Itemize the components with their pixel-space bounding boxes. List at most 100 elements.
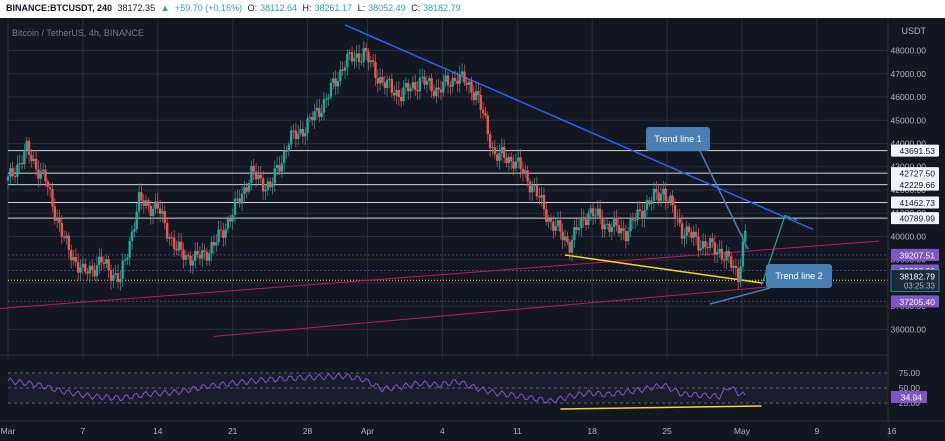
candle-body [100, 256, 103, 263]
candle-body [306, 118, 309, 133]
candle-body [9, 168, 12, 177]
candle-body [402, 87, 405, 102]
candle-body [289, 130, 293, 145]
callout-pointer-1 [699, 150, 749, 250]
annotations: Trend line 1 Trend line 2 [646, 127, 832, 305]
candle-body [84, 263, 87, 272]
trend-line-2 [0, 240, 879, 309]
price-tick-label: 47000.00 [891, 69, 927, 79]
candle-body [395, 90, 398, 96]
candle-body [187, 255, 190, 257]
candle-body [540, 194, 543, 198]
candle-body [37, 169, 40, 179]
candle-body [643, 210, 646, 220]
candle-body [240, 193, 244, 204]
candle-body [327, 97, 330, 99]
candle-body [264, 189, 267, 192]
countdown-label: 03:25:33 [904, 282, 936, 291]
candle-body [266, 181, 269, 190]
candle-body [524, 170, 527, 174]
candle-body [297, 133, 300, 140]
candle-body [280, 163, 284, 172]
candle-body [175, 249, 178, 251]
candle-body [549, 218, 553, 222]
candle-body [449, 85, 452, 87]
candle-body [605, 223, 609, 225]
candle-body [16, 164, 19, 177]
candle-body [430, 78, 433, 92]
currency-label: USDT [902, 26, 927, 36]
candle-body [144, 200, 148, 206]
candle-body [278, 165, 281, 172]
candle-body [617, 225, 621, 234]
chart-title: Bitcoin / TetherUS, 4h, BINANCE [12, 28, 144, 38]
candle-body [612, 217, 616, 228]
candle-body [500, 146, 504, 153]
candle-body [6, 176, 10, 181]
candle-body [404, 82, 408, 88]
last-price: 38172.35 [117, 3, 156, 13]
candle-body [58, 218, 61, 224]
candle-body [685, 226, 688, 236]
candle-body [428, 78, 431, 81]
candle-body [486, 115, 489, 135]
candle-body [484, 113, 487, 116]
time-tick-label: 28 [303, 426, 313, 436]
candle-body [535, 185, 539, 197]
candle-body [348, 52, 351, 54]
candle-body [362, 48, 365, 62]
candle-body [547, 218, 550, 222]
price-chart[interactable]: 36000.0037000.0038000.0039000.0040000.00… [0, 18, 945, 441]
candle-body [594, 215, 597, 217]
candle-body [65, 235, 68, 239]
price-level-tag [891, 295, 939, 308]
rsi-tick-label: 50.00 [899, 383, 921, 393]
candle-body [442, 81, 445, 93]
callout-text-2: Trend line 2 [775, 271, 822, 281]
callout-text-1: Trend line 1 [654, 134, 701, 144]
candle-body [645, 200, 649, 211]
current-price-tag [890, 269, 940, 293]
candle-body [699, 248, 702, 251]
candle-body [149, 205, 152, 217]
time-tick-label: Mar [1, 426, 16, 436]
candle-body [385, 79, 389, 88]
candle-body [55, 218, 59, 221]
time-tick-label: 11 [513, 426, 522, 436]
candle-body [376, 78, 379, 84]
price-level-tag [891, 144, 939, 157]
candle-body [208, 253, 211, 261]
candle-body [231, 214, 234, 222]
candle-body [381, 76, 384, 83]
candle-body [135, 211, 138, 230]
candle-body [669, 195, 672, 203]
candle-body [687, 226, 691, 233]
candle-body [411, 82, 415, 89]
candle-body [371, 60, 375, 63]
candle-body [98, 256, 101, 266]
candle-body [622, 228, 625, 231]
rsi-current-tag [891, 391, 927, 404]
candle-body [554, 226, 557, 231]
time-tick-label: Apr [361, 426, 374, 436]
candle-body [77, 262, 80, 273]
candle-body [425, 80, 429, 85]
candle-body [72, 256, 75, 261]
rsi-current-label: 34.94 [901, 393, 923, 403]
candle-body [91, 265, 94, 271]
candle-body [20, 163, 24, 165]
candle-body [528, 181, 532, 193]
candle-body [79, 267, 82, 273]
candle-body [292, 130, 295, 132]
symbol-header: BINANCE:BTCUSDT, 240 38172.35 ▲ +59.70 (… [0, 0, 945, 16]
candle-body [634, 220, 637, 222]
candle-body [610, 227, 614, 232]
candle-body [163, 211, 167, 224]
price-tick-label: 43000.00 [891, 162, 927, 172]
candle-body [257, 174, 260, 180]
candle-body [364, 48, 368, 52]
candle-body [301, 128, 305, 137]
candle-body [722, 259, 726, 261]
candle-body [566, 236, 569, 243]
candle-body [60, 223, 64, 237]
